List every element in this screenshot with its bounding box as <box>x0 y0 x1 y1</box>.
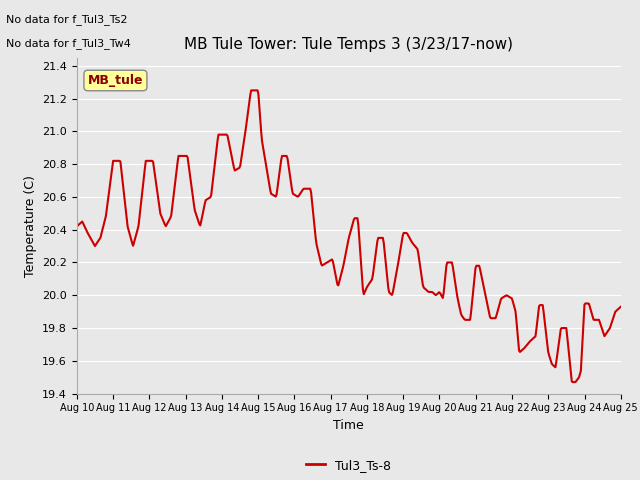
Y-axis label: Temperature (C): Temperature (C) <box>24 175 36 276</box>
X-axis label: Time: Time <box>333 419 364 432</box>
Text: No data for f_Tul3_Ts2: No data for f_Tul3_Ts2 <box>6 14 128 25</box>
Text: MB_tule: MB_tule <box>88 74 143 87</box>
Text: No data for f_Tul3_Tw4: No data for f_Tul3_Tw4 <box>6 38 131 49</box>
Legend: Tul3_Ts-8: Tul3_Ts-8 <box>301 454 396 477</box>
Title: MB Tule Tower: Tule Temps 3 (3/23/17-now): MB Tule Tower: Tule Temps 3 (3/23/17-now… <box>184 37 513 52</box>
